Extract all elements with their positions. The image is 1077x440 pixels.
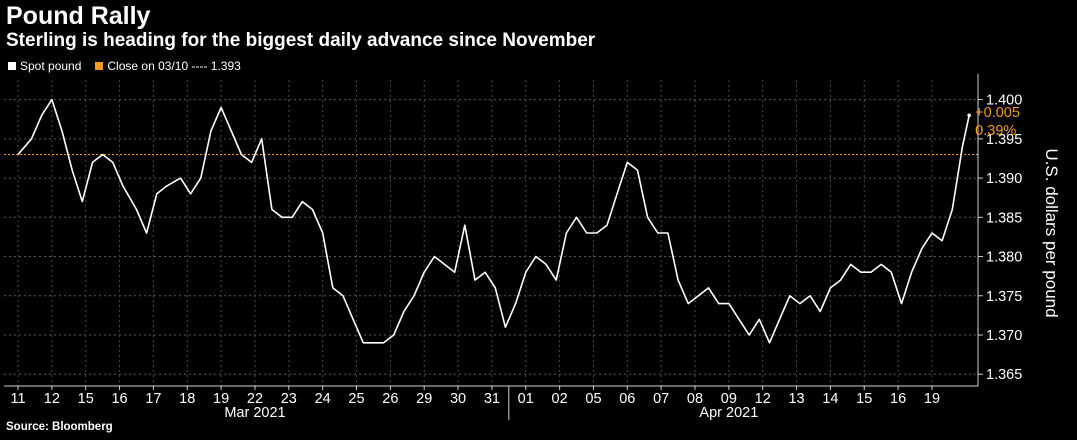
x-tick-label: 26 <box>382 391 398 407</box>
y-tick-label: 1.385 <box>986 210 1022 226</box>
x-tick-label: 12 <box>755 391 771 407</box>
x-tick-label: 19 <box>924 391 940 407</box>
y-axis-title: U.S. dollars per pound <box>1042 148 1061 317</box>
x-tick-label: 15 <box>856 391 872 407</box>
x-tick-label: 22 <box>247 391 263 407</box>
x-tick-label: 16 <box>890 391 906 407</box>
source-note: Source: Bloomberg <box>6 421 113 433</box>
y-tick-label: 1.370 <box>986 328 1022 344</box>
series-line-spot-pound <box>17 98 970 344</box>
legend-label-close: Close on 03/10 ---- 1.393 <box>107 59 241 73</box>
legend: Spot pound Close on 03/10 ---- 1.393 <box>8 59 255 73</box>
legend-swatch-spot-pound <box>8 62 16 70</box>
x-tick-label: 24 <box>315 391 331 407</box>
x-tick-label: 23 <box>281 391 297 407</box>
x-tick-label: 05 <box>585 391 601 407</box>
annotation-group: +0.005 0.39% <box>975 105 1020 139</box>
x-axis: 11 12 15 16 17 18 19 22 23 24 25 26 29 30 31 01 02 05 06 07… <box>4 385 978 421</box>
legend-item-spot-pound: Spot pound <box>8 59 81 73</box>
change-abs-label: +0.005 <box>975 105 1020 121</box>
legend-item-close: Close on 03/10 ---- 1.393 <box>95 59 241 73</box>
x-tick-label: 15 <box>78 391 94 407</box>
legend-label-spot-pound: Spot pound <box>20 59 82 73</box>
x-tick-label: 09 <box>721 391 737 407</box>
y-tick-label: 1.365 <box>986 367 1022 383</box>
chart-title: Pound Rally <box>6 2 151 30</box>
x-tick-label: 07 <box>653 391 669 407</box>
x-tick-label: 16 <box>111 391 127 407</box>
x-tick-label: 31 <box>484 391 500 407</box>
y-tick-label: 1.380 <box>986 250 1022 266</box>
x-tick-label: 14 <box>822 391 838 407</box>
x-tick-label: 02 <box>552 391 568 407</box>
y-tick-label: 1.395 <box>986 132 1022 148</box>
x-tick-label: 30 <box>450 391 466 407</box>
x-tick-label: 12 <box>44 391 60 407</box>
x-tick-label: 25 <box>348 391 364 407</box>
x-tick-label: 18 <box>179 391 195 407</box>
grid-lines <box>4 80 978 386</box>
month-label: Mar 2021 <box>224 405 285 421</box>
series-endpoint <box>967 113 971 118</box>
x-tick-label: 11 <box>10 391 25 407</box>
x-tick-label: 06 <box>619 391 635 407</box>
series-group <box>17 98 971 344</box>
chart-subtitle: Sterling is heading for the biggest dail… <box>6 30 596 51</box>
change-pct-label: 0.39% <box>975 123 1016 139</box>
x-tick-label: 13 <box>788 391 804 407</box>
x-tick-label: 19 <box>213 391 229 407</box>
x-tick-label: 17 <box>145 391 161 407</box>
x-tick-label: 01 <box>518 391 534 407</box>
y-tick-label: 1.400 <box>986 93 1022 109</box>
legend-swatch-close <box>95 62 104 70</box>
month-label: Apr 2021 <box>699 405 758 421</box>
x-tick-label: 08 <box>687 391 703 407</box>
y-tick-label: 1.375 <box>986 289 1022 305</box>
x-tick-label: 29 <box>416 391 432 407</box>
y-tick-label: 1.390 <box>986 171 1022 187</box>
y-axis: 1.365 1.370 1.375 1.380 1.385 1.390 1.395 1.400… <box>977 74 1061 386</box>
